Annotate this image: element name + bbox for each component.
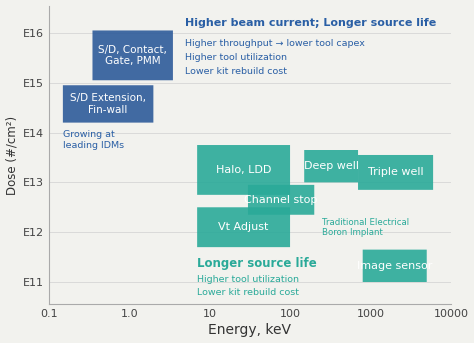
FancyBboxPatch shape — [197, 207, 290, 247]
Y-axis label: Dose (#/cm²): Dose (#/cm²) — [6, 116, 18, 194]
FancyBboxPatch shape — [63, 85, 154, 122]
Text: Growing at
leading IDMs: Growing at leading IDMs — [63, 130, 124, 150]
Text: Channel stop: Channel stop — [245, 195, 318, 205]
Text: Image sensor: Image sensor — [357, 261, 432, 271]
Text: Higher beam current; Longer source life: Higher beam current; Longer source life — [185, 18, 437, 28]
Text: S/D, Contact,
Gate, PMM: S/D, Contact, Gate, PMM — [98, 45, 167, 66]
FancyBboxPatch shape — [248, 185, 314, 215]
Text: Deep well: Deep well — [304, 161, 359, 171]
Text: Triple well: Triple well — [368, 167, 423, 177]
Text: Higher tool utilization: Higher tool utilization — [197, 275, 299, 284]
FancyBboxPatch shape — [358, 155, 433, 190]
X-axis label: Energy, keV: Energy, keV — [209, 323, 292, 338]
Text: Higher tool utilization: Higher tool utilization — [185, 54, 287, 62]
FancyBboxPatch shape — [197, 145, 290, 195]
FancyBboxPatch shape — [363, 250, 427, 282]
Text: Traditional Electrical
Boron Implant: Traditional Electrical Boron Implant — [322, 217, 409, 237]
FancyBboxPatch shape — [304, 150, 358, 182]
Text: S/D Extension,
Fin-wall: S/D Extension, Fin-wall — [70, 93, 146, 115]
Text: Higher throughput → lower tool capex: Higher throughput → lower tool capex — [185, 39, 365, 48]
Text: Vt Adjust: Vt Adjust — [219, 222, 269, 232]
Text: Lower kit rebuild cost: Lower kit rebuild cost — [197, 288, 299, 297]
FancyBboxPatch shape — [92, 31, 173, 80]
Text: Halo, LDD: Halo, LDD — [216, 165, 271, 175]
Text: Longer source life: Longer source life — [197, 257, 317, 270]
Text: Lower kit rebuild cost: Lower kit rebuild cost — [185, 67, 287, 76]
